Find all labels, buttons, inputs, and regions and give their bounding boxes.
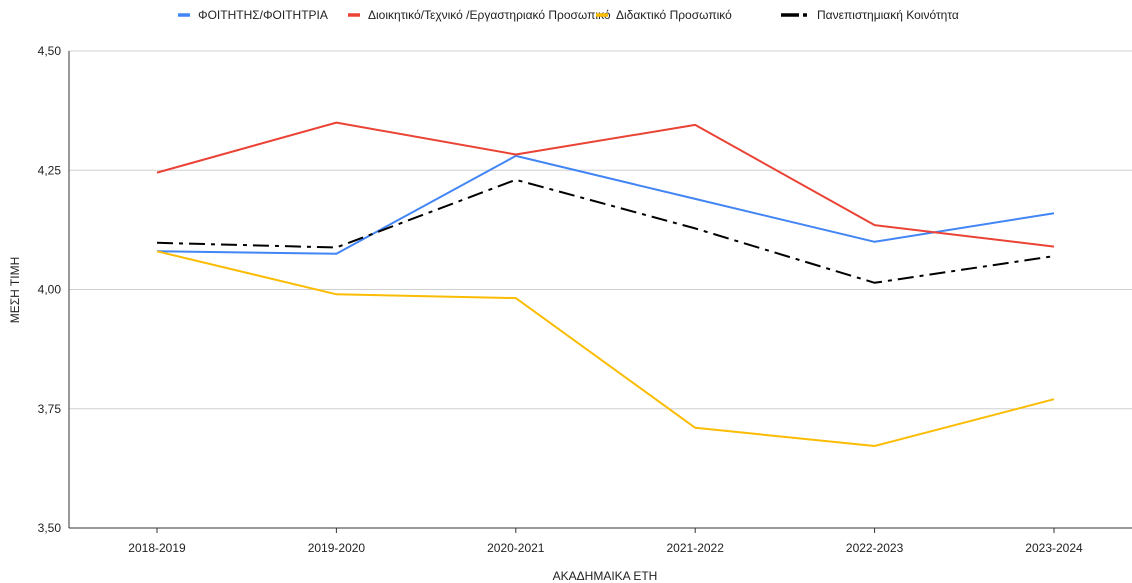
legend-label: Διδακτικό Προσωπικό <box>616 8 732 22</box>
x-tick-label: 2023-2024 <box>1025 541 1083 555</box>
y-tick-label: 4,00 <box>38 283 62 297</box>
x-tick-label: 2018-2019 <box>128 541 186 555</box>
legend: ΦΟΙΤΗΤΗΣ/ΦΟΙΤΗΤΡΙΑ Διοικητικό/Τεχνικό /Ερ… <box>178 8 959 22</box>
y-tick-label: 4,25 <box>38 163 62 177</box>
x-tick-label: 2019-2020 <box>308 541 366 555</box>
y-tick-label: 3,75 <box>38 402 62 416</box>
x-tick-label: 2020-2021 <box>487 541 545 555</box>
legend-label: ΦΟΙΤΗΤΗΣ/ΦΟΙΤΗΤΡΙΑ <box>198 8 328 22</box>
y-axis-ticks: 3,50 3,75 4,00 4,25 4,50 <box>38 44 62 535</box>
x-axis-title: ΑΚΑΔΗΜΑΙΚΑ ΕΤΗ <box>553 569 658 583</box>
series-lines <box>156 121 1055 447</box>
y-tick-label: 3,50 <box>38 521 62 535</box>
y-tick-label: 4,50 <box>38 44 62 58</box>
series-line-4 <box>156 178 1055 284</box>
series-line-3 <box>156 250 1055 447</box>
legend-label: Πανεπιστημιακή Κοινότητα <box>817 8 959 22</box>
gridlines <box>69 50 1132 410</box>
x-tick-label: 2022-2023 <box>846 541 904 555</box>
series-line-2 <box>156 121 1055 248</box>
x-tick-label: 2021-2022 <box>667 541 725 555</box>
x-axis-ticks: 2018-2019 2019-2020 2020-2021 2021-2022 2022… <box>128 528 1083 555</box>
legend-label: Διοικητικό/Τεχνικό /Εργαστηριακό Προσωπι… <box>368 8 611 22</box>
series-line-1 <box>156 154 1055 255</box>
y-axis-title: ΜΕΣΗ ΤΙΜΗ <box>8 257 22 324</box>
